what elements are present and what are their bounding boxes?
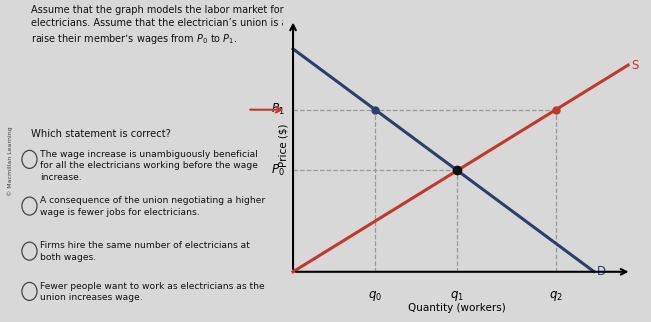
Text: D: D <box>597 265 606 278</box>
Text: Price ($): Price ($) <box>278 123 288 167</box>
Text: $q_0$: $q_0$ <box>368 289 382 303</box>
Text: $q_2$: $q_2$ <box>549 289 563 303</box>
Text: © Macmillan Learning: © Macmillan Learning <box>8 126 14 196</box>
Text: S: S <box>631 59 639 71</box>
Text: Firms hire the same number of electricians at
both wages.: Firms hire the same number of electricia… <box>40 242 250 262</box>
Text: $q_1$: $q_1$ <box>450 289 464 303</box>
Text: Fewer people want to work as electricians as the
union increases wage.: Fewer people want to work as electrician… <box>40 282 265 302</box>
Text: Which statement is correct?: Which statement is correct? <box>31 129 171 139</box>
Text: Quantity (workers): Quantity (workers) <box>408 303 506 313</box>
Text: Assume that the graph models the labor market for
electricians. Assume that the : Assume that the graph models the labor m… <box>31 5 315 46</box>
Text: $P_0$: $P_0$ <box>271 163 285 178</box>
Text: A consequence of the union negotiating a higher 
wage is fewer jobs for electric: A consequence of the union negotiating a… <box>40 196 268 217</box>
Text: The wage increase is unambiguously beneficial
for all the electricians working b: The wage increase is unambiguously benef… <box>40 150 258 182</box>
Text: $P_1$: $P_1$ <box>271 102 285 117</box>
